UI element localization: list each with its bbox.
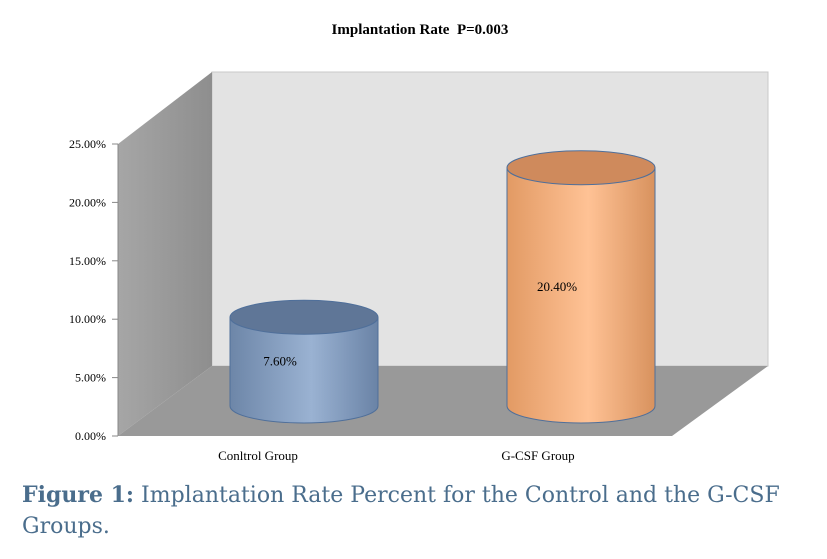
bar: 7.60% (229, 299, 379, 424)
bar-body (506, 167, 656, 424)
caption-label: Figure 1: (22, 482, 135, 508)
chart: Implantation Rate P=0.003 0.00% 5.00% 10.0… (69, 22, 769, 463)
side-wall (118, 72, 212, 436)
y-tick-label: 15.00% (69, 254, 106, 268)
caption-text: Implantation Rate Percent for the Contro… (22, 483, 780, 539)
y-tick-label: 10.00% (69, 312, 106, 326)
figure-caption: Figure 1: Implantation Rate Percent for … (22, 480, 802, 542)
y-tick-label: 0.00% (75, 429, 106, 443)
data-label: 7.60% (263, 354, 297, 369)
bar: 20.40% (506, 150, 656, 424)
bar-top (506, 150, 656, 186)
x-tick-label: G-CSF Group (501, 448, 574, 463)
data-label: 20.40% (537, 279, 577, 294)
bars: 7.60% 20.40% (229, 150, 656, 424)
x-tick-label: Conltrol Group (218, 448, 298, 463)
bar-body (229, 316, 379, 424)
x-axis-labels: Conltrol Group G-CSF Group (218, 448, 575, 463)
chart-title: Implantation Rate P=0.003 (332, 22, 509, 38)
y-tick-label: 25.00% (69, 137, 106, 151)
bar-top (229, 299, 379, 335)
floor (118, 366, 768, 436)
y-tick-label: 5.00% (75, 371, 106, 385)
y-tick-label: 20.00% (69, 195, 106, 209)
y-axis-ticks: 0.00% 5.00% 10.00% 15.00% 20.00% 25.00% (69, 137, 118, 443)
